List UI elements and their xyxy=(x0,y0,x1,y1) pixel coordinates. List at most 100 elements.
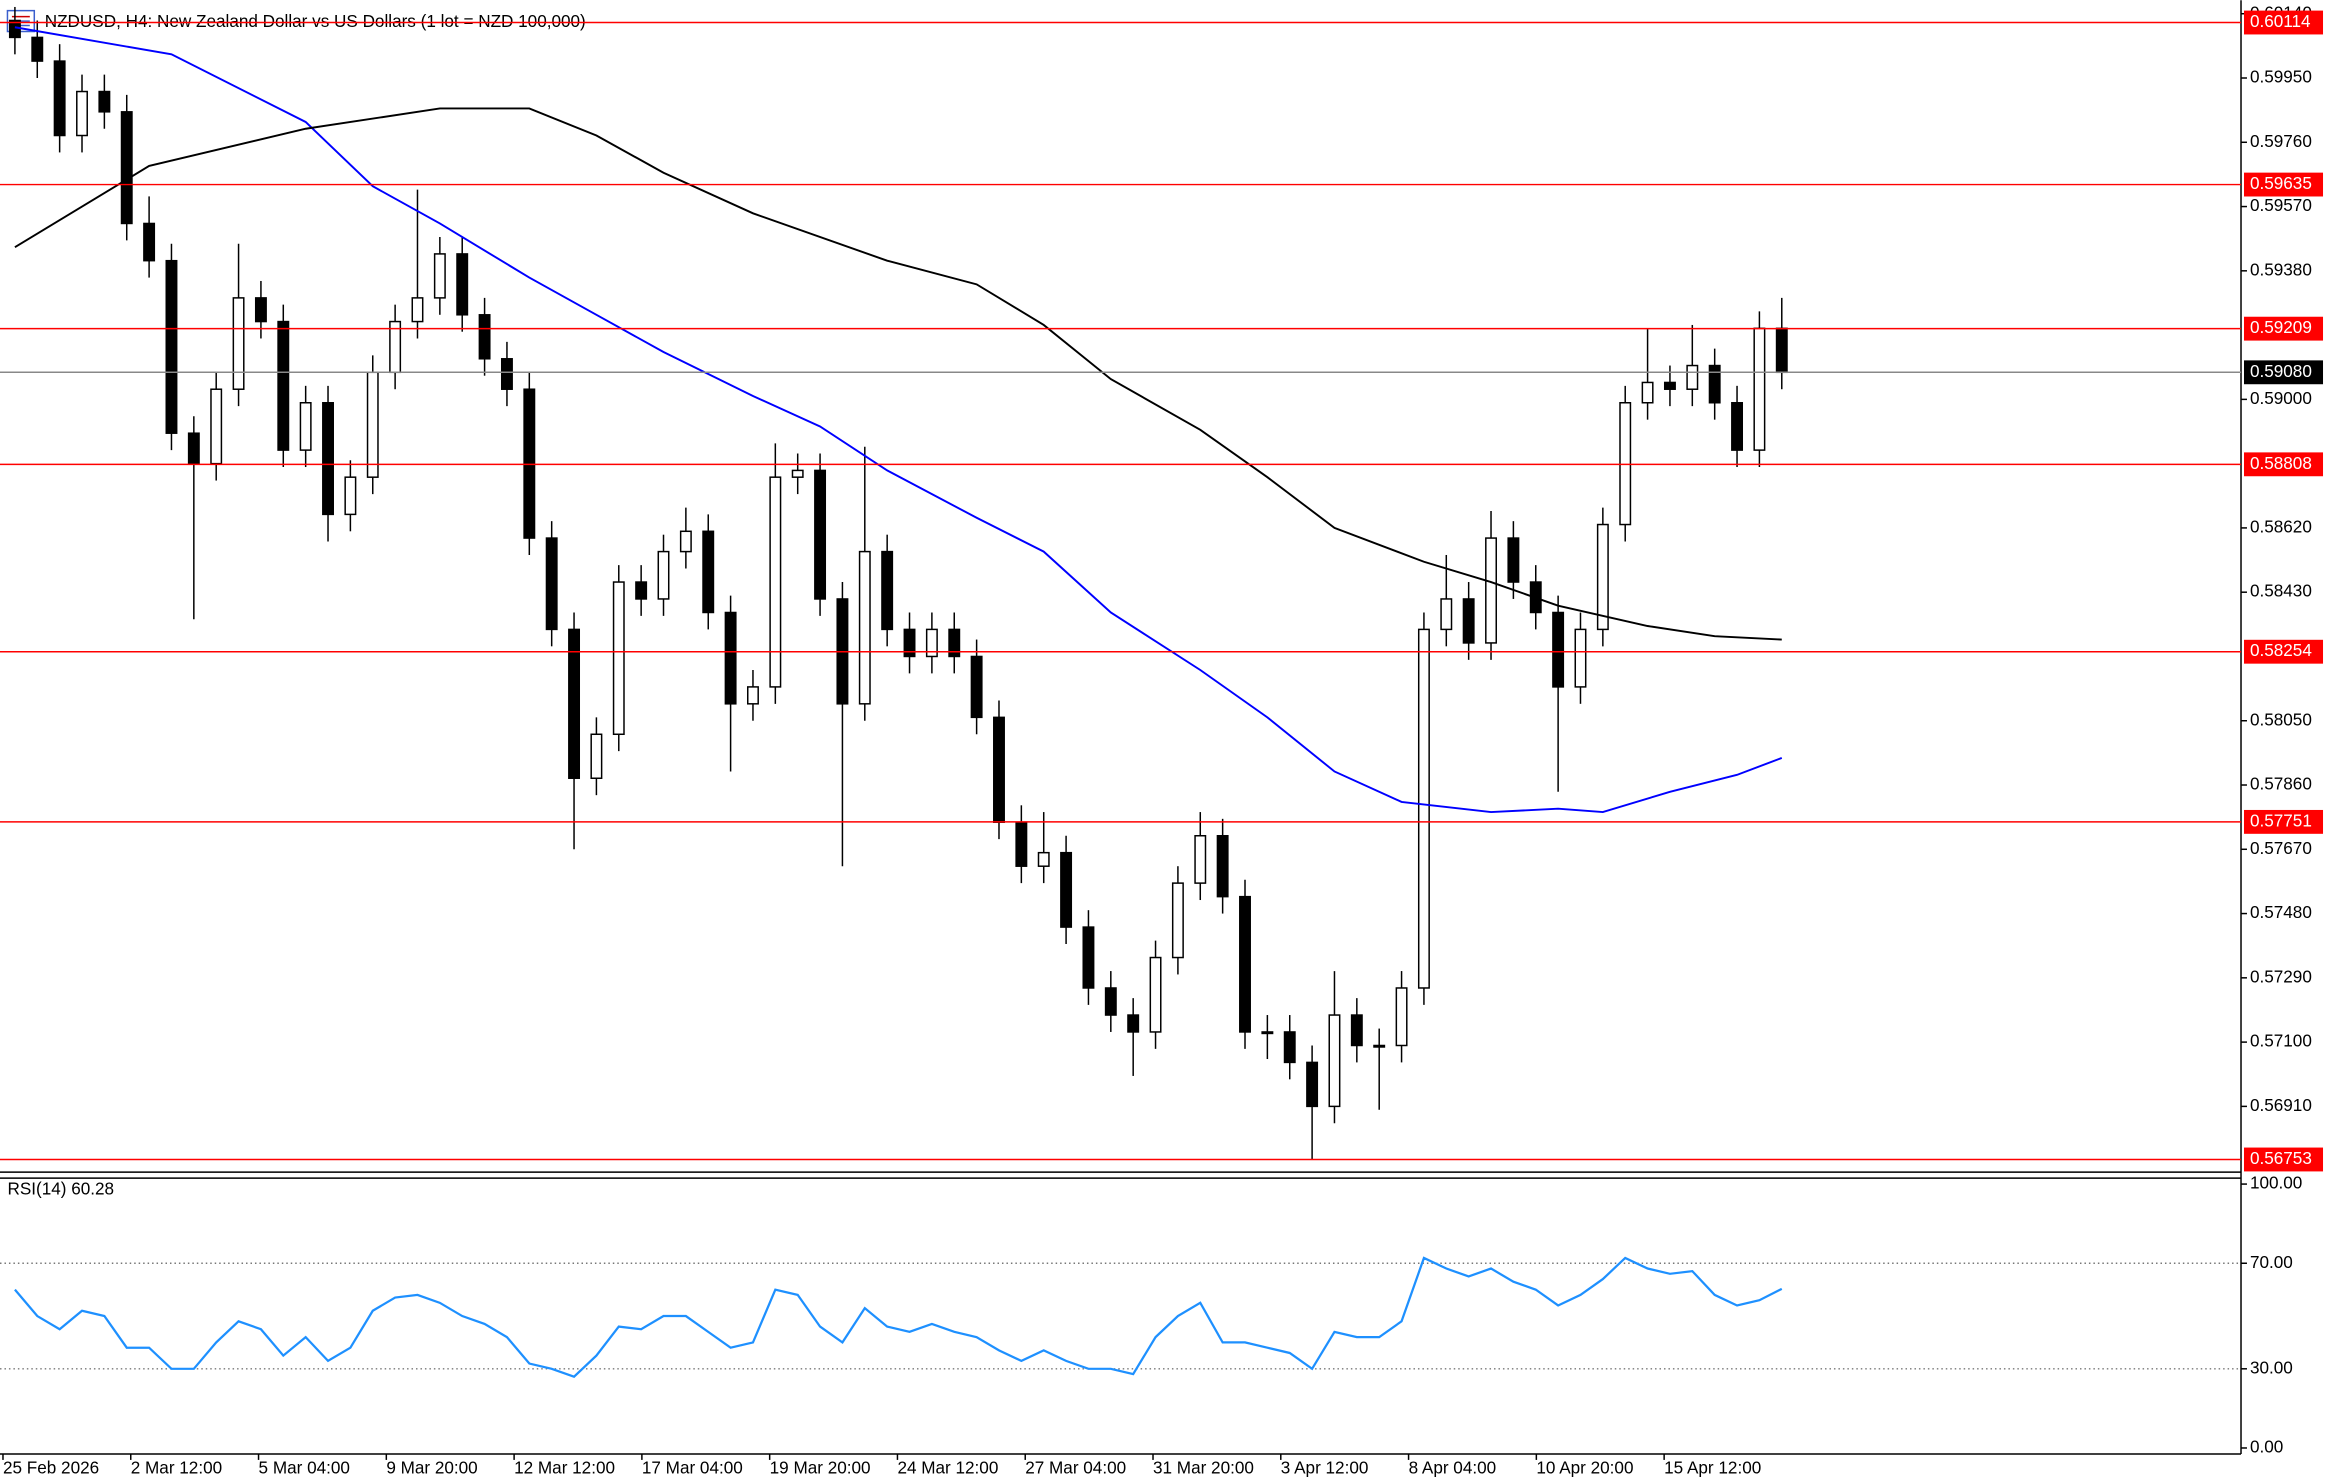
candle-body xyxy=(724,611,737,705)
rsi-y-tick-label: 100.00 xyxy=(2250,1173,2302,1193)
candle-body xyxy=(702,530,715,614)
rsi-y-tick-label: 70.00 xyxy=(2250,1252,2293,1272)
candle-body xyxy=(1485,537,1497,644)
moving-average xyxy=(14,107,1782,641)
level-label: 0.59635 xyxy=(2250,173,2312,193)
candle-body xyxy=(120,111,133,225)
candle-body xyxy=(1060,851,1073,928)
candle-body xyxy=(568,628,581,779)
candle-body xyxy=(165,259,178,434)
level-label-box xyxy=(2243,452,2324,477)
candle-body xyxy=(1171,882,1184,959)
candle-body xyxy=(1104,987,1117,1016)
candle-body xyxy=(814,469,827,600)
chart-title: NZDUSD, H4: New Zealand Dollar vs US Dol… xyxy=(45,11,586,31)
candle-body xyxy=(411,297,424,323)
candle-body xyxy=(747,686,759,705)
candle-body xyxy=(1663,381,1676,390)
current-price-box xyxy=(2243,360,2324,385)
candle-body xyxy=(1686,364,1699,390)
candle-body xyxy=(1440,598,1453,631)
rsi-y-tick-label: 0.00 xyxy=(2250,1437,2283,1457)
x-tick-label: 2 Mar 12:00 xyxy=(131,1457,222,1477)
candle-body xyxy=(1239,895,1251,1033)
candle-body xyxy=(1753,327,1766,451)
level-label: 0.57751 xyxy=(2250,810,2312,830)
candle-body xyxy=(433,253,446,299)
candle-body xyxy=(1574,628,1587,688)
candle-body xyxy=(1350,1014,1363,1047)
x-tick-label: 8 Apr 04:00 xyxy=(1409,1457,1497,1477)
candle-body xyxy=(1283,1031,1296,1064)
candle-body xyxy=(1775,327,1788,374)
y-tick-label: 0.58430 xyxy=(2250,581,2312,601)
level-label-box xyxy=(2243,809,2324,834)
candle-body xyxy=(500,358,513,390)
candle-body xyxy=(1417,628,1430,989)
candle-body xyxy=(590,733,603,779)
candle-body xyxy=(322,402,334,516)
level-label-box xyxy=(2243,1147,2324,1172)
candle-body xyxy=(1708,364,1721,404)
candle-body xyxy=(903,628,916,658)
candle-body xyxy=(791,469,804,478)
x-tick-label: 10 Apr 20:00 xyxy=(1536,1457,1633,1477)
y-tick-label: 0.57290 xyxy=(2250,966,2312,986)
candle-body xyxy=(545,537,558,631)
candle-body xyxy=(1328,1014,1341,1108)
candle-body xyxy=(925,628,938,658)
candle-body xyxy=(1037,851,1050,867)
candle-body xyxy=(210,388,223,465)
candle-body xyxy=(344,476,357,516)
candle-body xyxy=(1373,1044,1386,1048)
x-tick-label: 27 Mar 04:00 xyxy=(1025,1457,1126,1477)
moving-average xyxy=(14,26,1783,814)
candle-body xyxy=(143,222,156,262)
level-label: 0.58254 xyxy=(2250,640,2312,660)
y-tick-label: 0.59380 xyxy=(2250,259,2312,279)
y-tick-label: 0.57860 xyxy=(2250,774,2312,794)
candle-body xyxy=(1552,611,1565,688)
level-label: 0.60114 xyxy=(2250,11,2311,31)
x-tick-label: 3 Apr 12:00 xyxy=(1281,1457,1369,1477)
x-tick-label: 25 Feb 2026 xyxy=(3,1457,99,1477)
candle-body xyxy=(76,90,88,137)
candle-body xyxy=(1507,537,1520,583)
x-tick-label: 12 Mar 12:00 xyxy=(514,1457,615,1477)
candle-body xyxy=(657,550,670,600)
y-tick-label: 0.58050 xyxy=(2250,709,2312,729)
y-tick-label: 0.57670 xyxy=(2250,838,2312,858)
x-tick-label: 15 Apr 12:00 xyxy=(1664,1457,1761,1477)
candle-body xyxy=(53,60,66,137)
candle-body xyxy=(948,628,961,658)
y-tick-label: 0.59000 xyxy=(2250,388,2312,408)
y-tick-label: 0.56910 xyxy=(2250,1095,2312,1115)
candle-body xyxy=(366,371,379,478)
candle-body xyxy=(478,314,491,360)
y-tick-label: 0.59760 xyxy=(2250,131,2312,151)
x-tick-label: 9 Mar 20:00 xyxy=(386,1457,477,1477)
level-label-box xyxy=(2243,10,2324,35)
candle-body xyxy=(1306,1061,1319,1108)
candle-body xyxy=(993,716,1005,823)
y-tick-label: 0.57100 xyxy=(2250,1031,2312,1051)
candle-body xyxy=(31,36,44,62)
candle-body xyxy=(1149,956,1162,1033)
candle-body xyxy=(1015,821,1028,867)
x-tick-label: 19 Mar 20:00 xyxy=(770,1457,871,1477)
candle-body xyxy=(254,297,267,323)
candle-body xyxy=(1596,523,1609,631)
candle-body xyxy=(881,550,894,631)
candle-body xyxy=(612,581,625,736)
x-tick-label: 5 Mar 04:00 xyxy=(259,1457,350,1477)
candle-body xyxy=(970,655,983,719)
level-label-box xyxy=(2243,639,2324,664)
level-label: 0.58808 xyxy=(2250,453,2312,473)
candle-body xyxy=(1395,987,1408,1047)
candle-body xyxy=(232,297,245,390)
candle-body xyxy=(1462,598,1475,644)
level-label: 0.59209 xyxy=(2250,317,2312,337)
candle-body xyxy=(98,90,111,113)
